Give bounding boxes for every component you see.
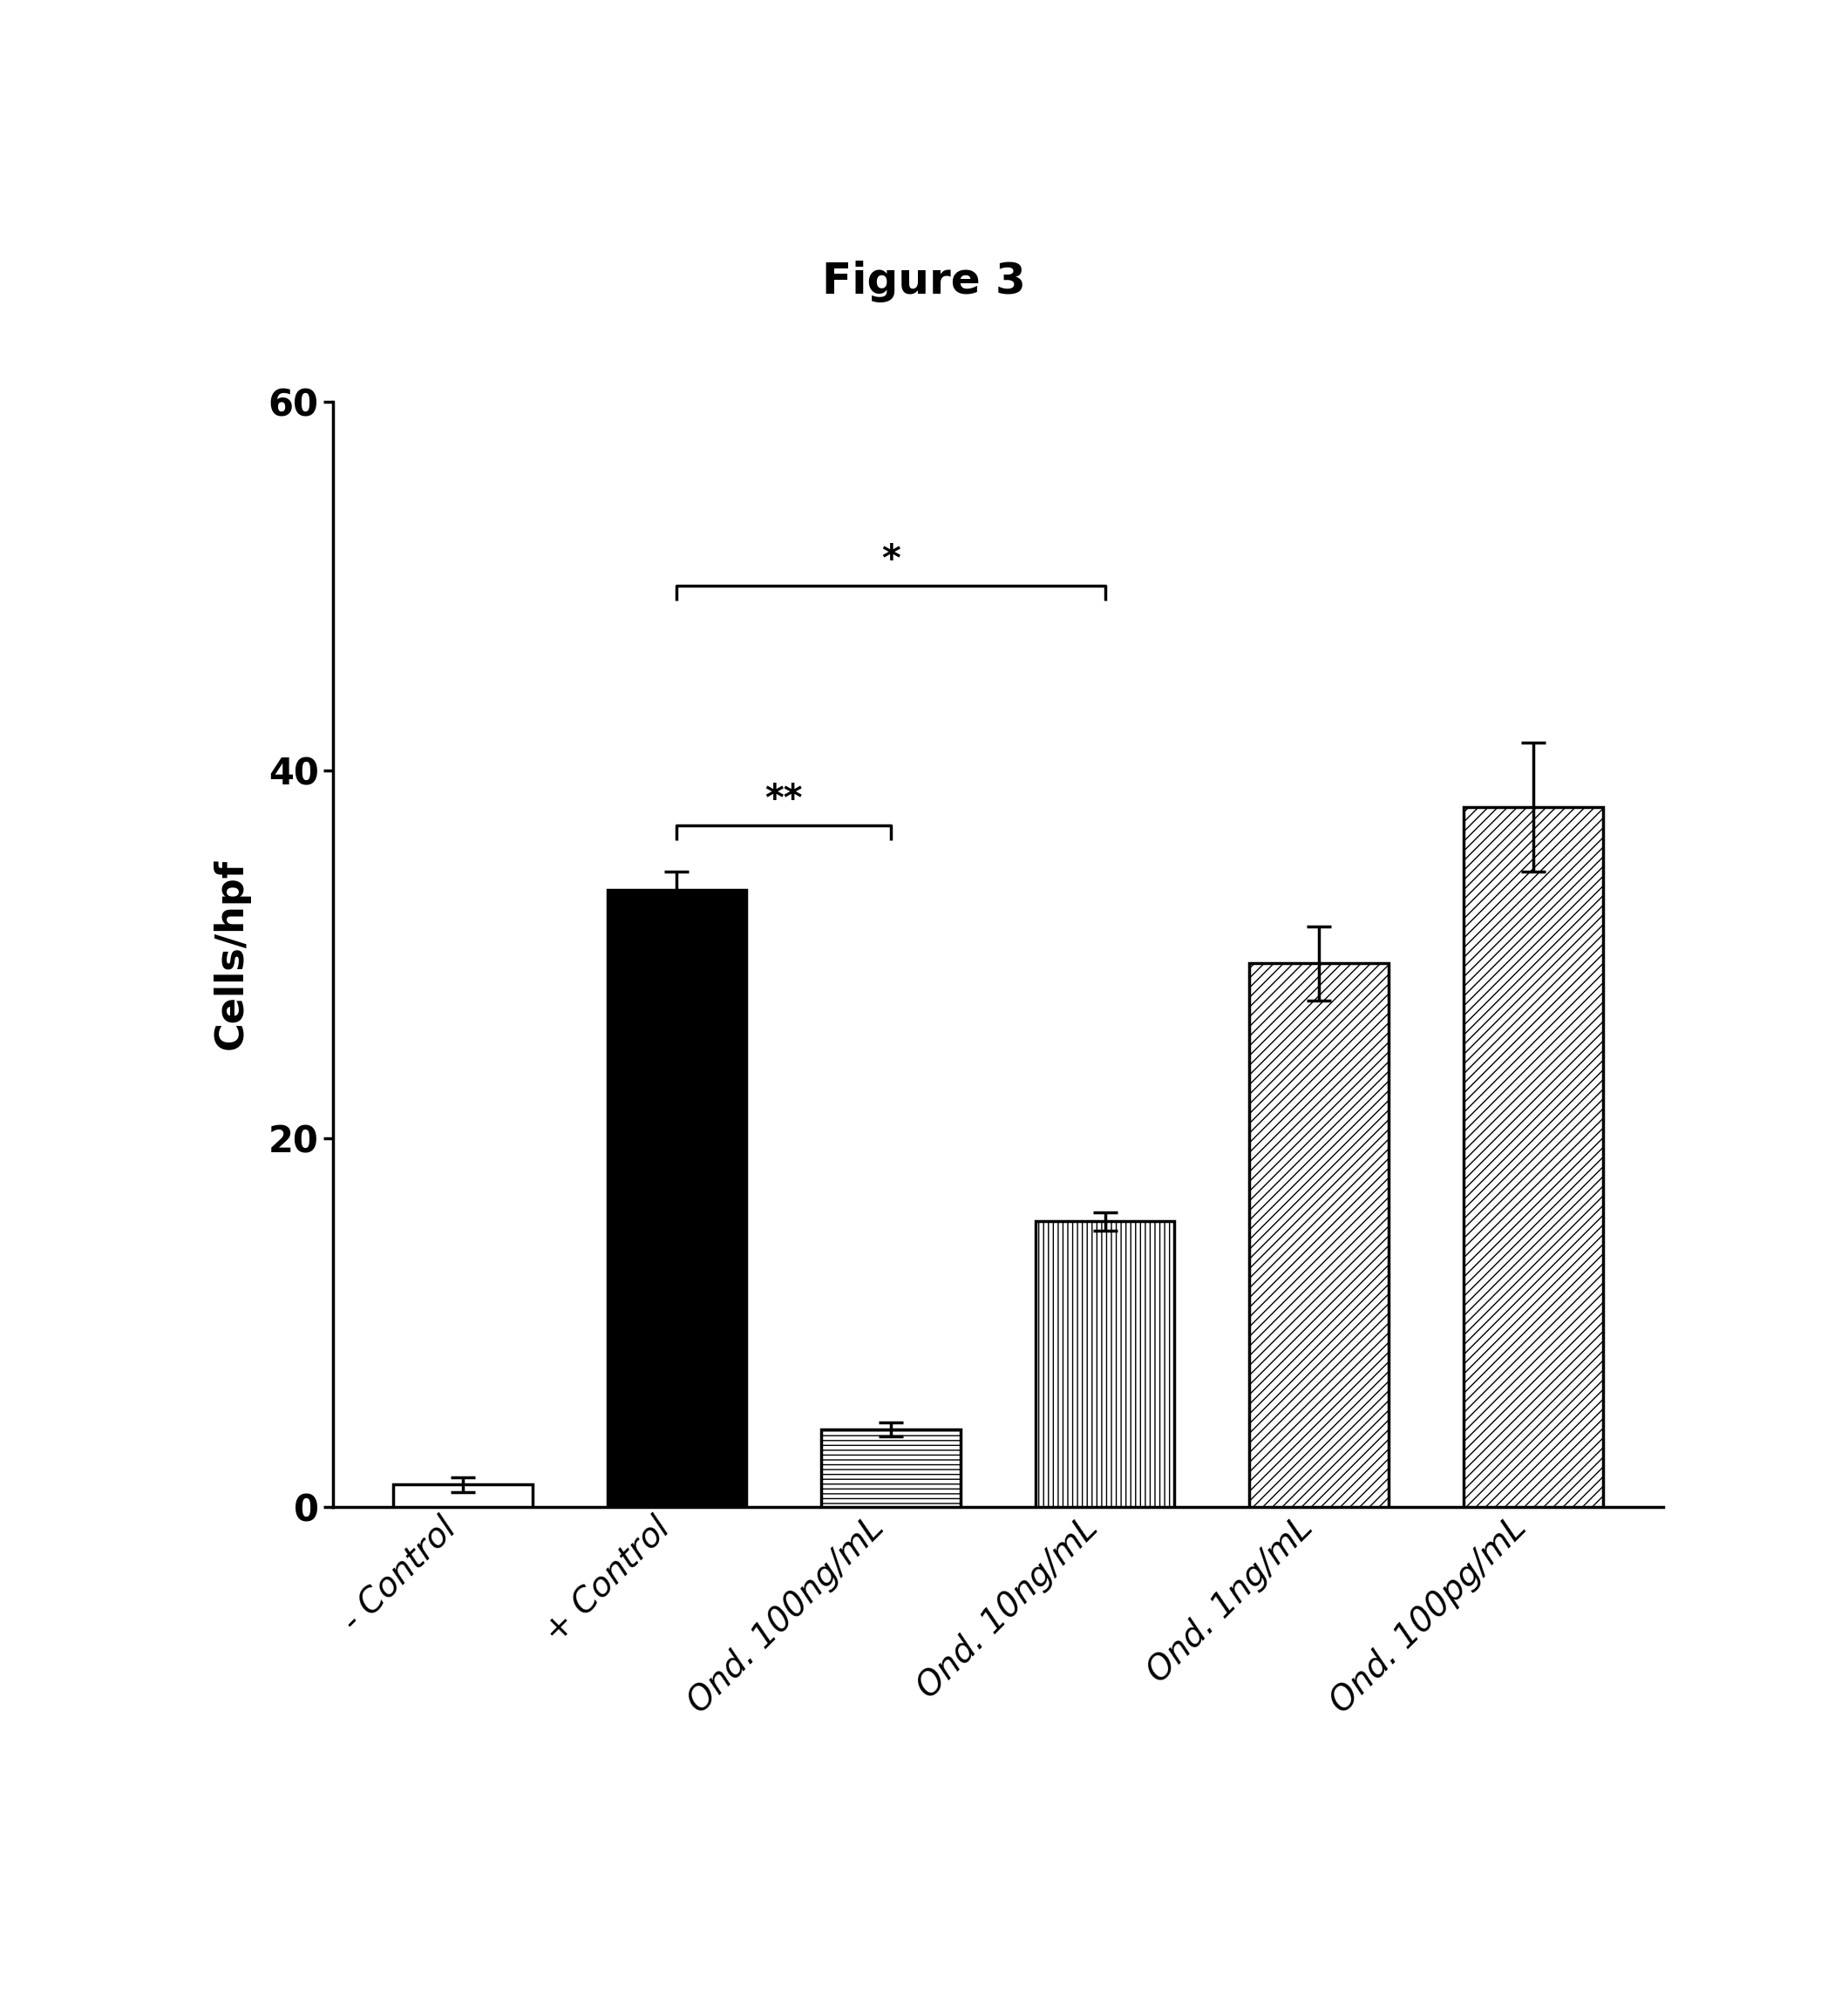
Bar [394, 1485, 532, 1507]
Text: Figure 3: Figure 3 [822, 261, 1026, 301]
Bar [1035, 1221, 1175, 1507]
Bar [1464, 808, 1602, 1507]
Text: *: * [881, 542, 900, 579]
Bar [608, 890, 747, 1507]
Text: **: ** [765, 782, 802, 818]
Y-axis label: Cells/hpf: Cells/hpf [213, 858, 249, 1051]
Bar [1249, 964, 1388, 1507]
Bar [821, 1430, 961, 1507]
